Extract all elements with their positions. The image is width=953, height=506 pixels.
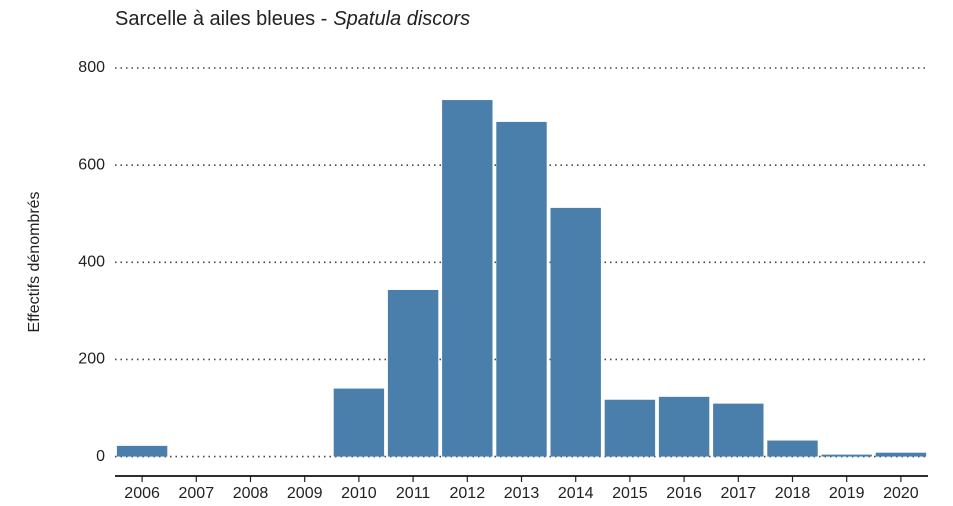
bar [442, 100, 493, 457]
x-tick-label: 2009 [287, 485, 323, 502]
x-tick-label: 2017 [721, 485, 757, 502]
x-tick-label: 2008 [233, 485, 269, 502]
x-tick-label: 2014 [558, 485, 594, 502]
x-tick-label: 2007 [179, 485, 215, 502]
chart-title: Sarcelle à ailes bleues - Spatula discors [115, 8, 470, 30]
bar [496, 121, 547, 457]
x-tick-label: 2016 [666, 485, 702, 502]
bar [821, 454, 872, 457]
y-axis-label: Effectifs dénombrés [26, 191, 43, 332]
bar [550, 207, 601, 457]
title-main: Sarcelle à ailes bleues - [115, 8, 327, 30]
bar [658, 396, 710, 457]
x-tick-label: 2006 [124, 485, 160, 502]
bar [875, 452, 927, 457]
bar [604, 399, 656, 457]
x-tick-label: 2015 [612, 485, 648, 502]
x-tick-label: 2013 [504, 485, 540, 502]
bar [116, 445, 168, 457]
x-tick-label: 2010 [341, 485, 377, 502]
bar [333, 388, 385, 457]
y-tick-label: 0 [96, 448, 105, 465]
bar [767, 440, 818, 457]
x-tick-label: 2011 [396, 485, 431, 502]
y-tick-label: 200 [78, 351, 105, 368]
y-tick-label: 800 [78, 59, 105, 76]
x-tick-label: 2019 [829, 485, 865, 502]
bar [387, 289, 439, 457]
x-tick-label: 2020 [883, 485, 919, 502]
bar [713, 403, 764, 457]
title-species: Spatula discors [333, 8, 470, 30]
x-tick-label: 2018 [775, 485, 811, 502]
y-tick-label: 400 [78, 254, 105, 271]
y-tick-label: 600 [78, 156, 105, 173]
x-tick-label: 2012 [450, 485, 486, 502]
